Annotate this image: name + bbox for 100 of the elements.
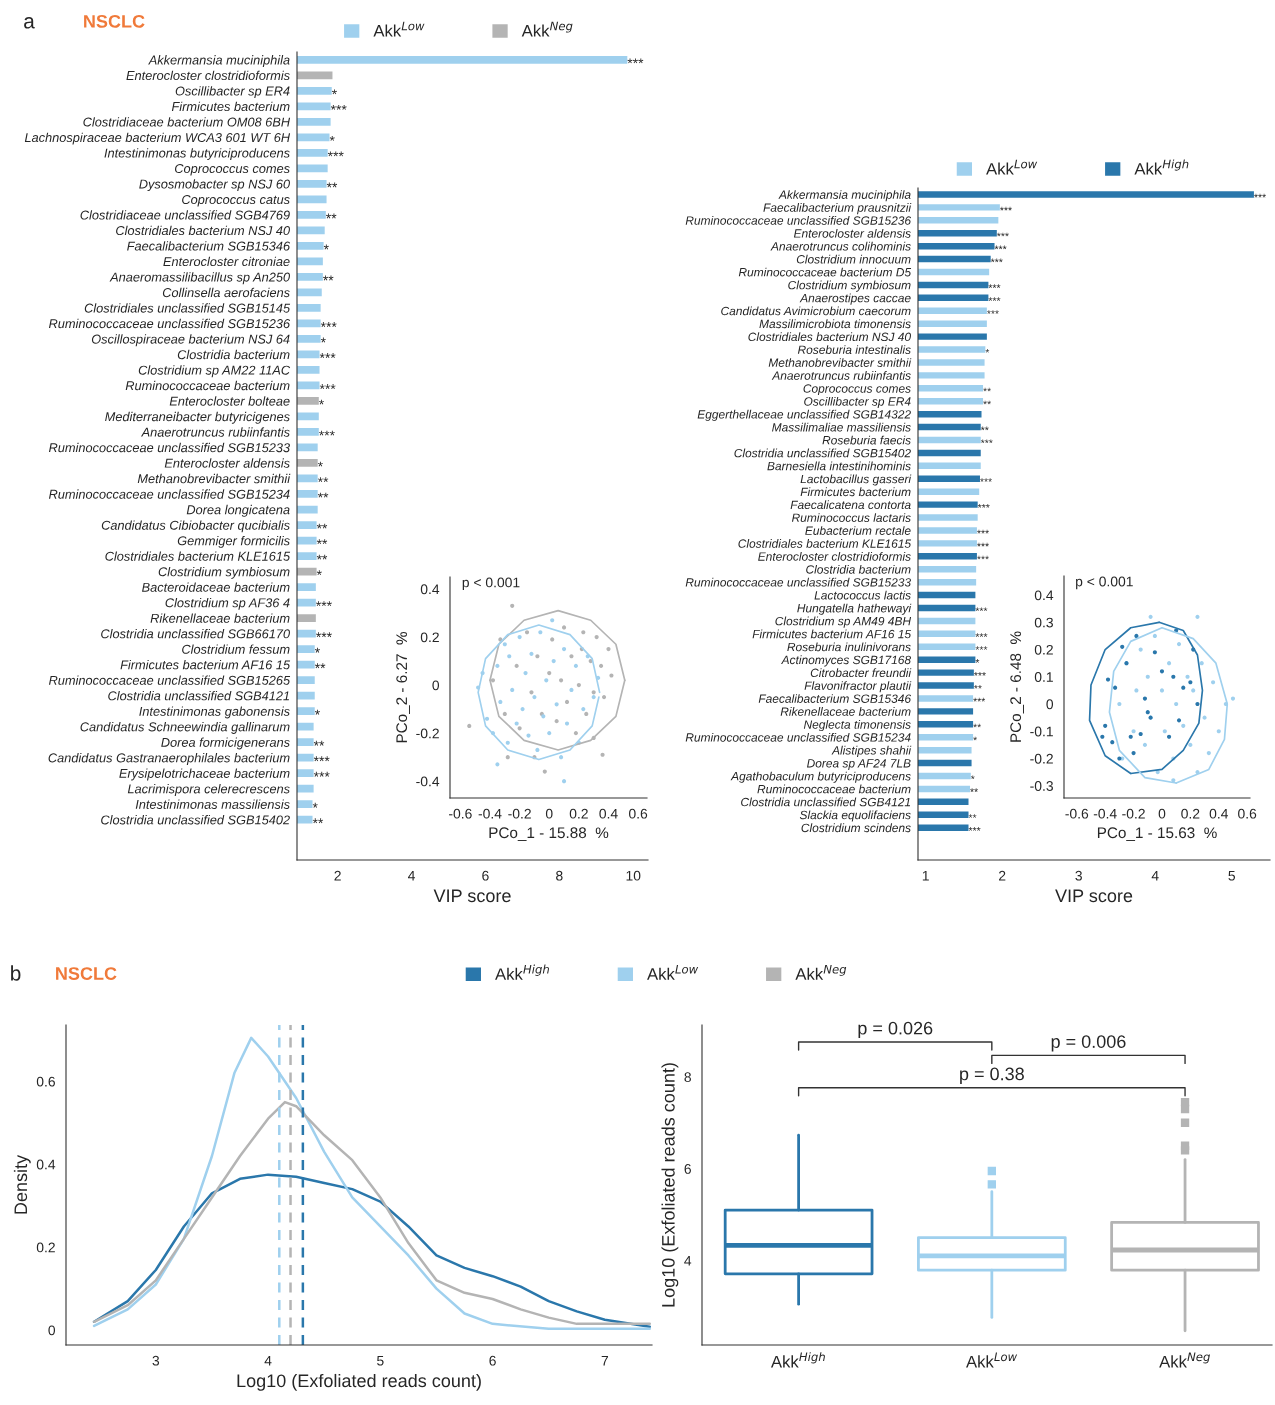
x-tick-label: 2 <box>334 870 341 881</box>
legend-label: Akk$^{High}$ <box>1134 159 1189 175</box>
data-label: *** <box>330 104 347 110</box>
data-label: ** <box>970 788 978 792</box>
x-tick-label: -0.2 <box>508 808 531 819</box>
y-tick-label: Clostridia unclassified SGB66170 <box>101 628 290 639</box>
x-tick-label: 0.6 <box>1238 808 1257 819</box>
y-tick-label: Anaeromassilibacillus sp An250 <box>109 272 290 285</box>
y-tick-label: Actinomyces SGB17168 <box>781 655 911 667</box>
y-tick-label: Clostridium fessum <box>182 644 290 654</box>
y-tick-label: Methanobrevibacter smithii <box>768 358 912 367</box>
y-tick-label: -0.2 <box>416 728 439 739</box>
data-label: *** <box>988 297 1001 301</box>
x-tick-label: 4 <box>1151 870 1159 881</box>
data-label: *** <box>974 672 986 676</box>
x-tick-label: 2 <box>999 870 1006 881</box>
x-tick-label: 6 <box>489 1355 496 1366</box>
y-tick-label: Massilimicrobiota timonensis <box>759 319 911 329</box>
y-tick-label: Coprococcus catus <box>182 195 290 207</box>
x-tick-label: 0 <box>545 808 553 819</box>
x-tick-label: 4 <box>407 870 415 881</box>
data-label: *** <box>975 633 988 637</box>
x-tick-label: Akk$^{High}$ <box>770 1352 825 1368</box>
y-tick-label: Collinsella aerofaciens <box>162 287 290 298</box>
y-tick-label: Eubacterium rectale <box>805 526 911 535</box>
y-tick-label: Anaerotruncus colihominis <box>770 241 911 251</box>
x-tick-label: -0.4 <box>478 808 502 819</box>
data-label: *** <box>987 310 999 314</box>
x-tick-label: 5 <box>1228 870 1236 881</box>
y-tick-label: Oscillibacter sp ER4 <box>175 86 290 99</box>
data-label: * <box>985 348 990 353</box>
data-label: * <box>973 736 977 741</box>
y-tick-label: Clostridia unclassified SGB15402 <box>734 448 911 458</box>
x-axis-title: Log10 (Exfoliated reads count) <box>237 1373 481 1391</box>
y-tick-label: Enterocloster clostridioformis <box>758 551 911 561</box>
y-tick-label: Gemmiger formicilis <box>177 535 290 548</box>
data-label: *** <box>994 245 1007 250</box>
y-tick-label: Agathobaculum butyriciproducens <box>730 771 911 783</box>
y-tick-label: Hungatella hathewayi <box>797 603 912 615</box>
data-label: * <box>323 244 329 250</box>
y-tick-label: Clostridiales bacterium NSJ 40 <box>116 225 290 236</box>
legend-label: Akk$^{Low}$ <box>986 159 1038 175</box>
y-tick-label: Firmicutes bacterium <box>171 101 290 112</box>
x-tick-label: 0 <box>1158 808 1166 819</box>
y-tick-label: Ruminococcaceae bacterium D5 <box>738 267 912 277</box>
y-tick-label: Intestinimonas gabonensis <box>139 706 290 719</box>
y-tick-label: -0.1 <box>1030 726 1053 737</box>
y-tick-label: Candidatus Gastranaerophilales bacterium <box>48 753 290 765</box>
y-tick-label: Ruminococcaceae bacterium <box>757 784 911 794</box>
y-tick-label: Massilimaliae massiliensis <box>772 422 911 432</box>
y-tick-label: Faecalibacterium prausnitzii <box>763 203 912 215</box>
data-label: ** <box>317 492 329 498</box>
x-tick-label: -0.2 <box>1122 808 1145 819</box>
y-tick-label: Candidatus Schneewindia gallinarum <box>80 722 290 734</box>
y-tick-label: Clostridium sp AM49 4BH <box>775 616 912 628</box>
y-tick-label: Enterocloster citroniae <box>163 256 290 267</box>
y-tick-label: Faecalibacterium SGB15346 <box>127 241 291 251</box>
y-tick-label: Ruminococcaceae unclassified SGB15236 <box>685 215 912 225</box>
data-label: *** <box>975 607 988 612</box>
data-label: *** <box>319 384 336 389</box>
y-tick-label: Lachnospiraceae bacterium WCA3 601 WT 6H <box>24 132 291 145</box>
data-label: * <box>319 399 324 405</box>
y-tick-label: Lacrimispora celerecrescens <box>127 784 290 796</box>
y-tick-label: 0.4 <box>1034 590 1054 601</box>
y-tick-label: Ruminococcaceae unclassified SGB15233 <box>685 577 911 587</box>
y-axis-title: PCo_2 - 6.48 % <box>1010 631 1024 742</box>
y-tick-label: Enterocloster bolteae <box>169 396 290 406</box>
y-tick-label: Intestinimonas massiliensis <box>135 799 290 809</box>
data-label: *** <box>327 151 344 157</box>
y-tick-label: Erysipelotrichaceae bacterium <box>119 768 290 781</box>
data-label: *** <box>977 529 989 534</box>
y-tick-label: Clostridium scindens <box>801 823 911 833</box>
y-tick-label: Methanobrevibacter smithii <box>137 473 291 484</box>
y-tick-label: Faecalibacterium SGB15346 <box>758 694 912 703</box>
data-label: ** <box>317 477 329 483</box>
x-tick-label: Akk$^{Neg}$ <box>1159 1352 1210 1368</box>
y-tick-label: Clostridia bacterium <box>806 564 911 574</box>
data-label: * <box>312 802 318 808</box>
y-tick-label: Clostridiaceae unclassified SGB4769 <box>80 210 290 220</box>
data-label: *** <box>975 646 988 650</box>
data-label: *** <box>977 555 989 560</box>
data-label: ** <box>316 523 328 529</box>
y-axis-title: Log10 (Exfoliated reads count) <box>661 1063 679 1307</box>
data-label: * <box>331 89 337 95</box>
data-label: *** <box>990 258 1003 263</box>
legend-label: Akk$^{Neg}$ <box>521 21 573 37</box>
x-tick-label: 1 <box>922 870 929 881</box>
x-axis-title: PCo_1 - 15.88 % <box>489 827 609 842</box>
data-label: *** <box>627 58 644 64</box>
y-tick-label: Coprococcus comes <box>175 164 290 176</box>
y-tick-label: 0 <box>1046 699 1054 710</box>
data-label: ** <box>312 818 324 824</box>
data-label: *** <box>319 430 335 436</box>
y-tick-label: Clostridiales unclassified SGB15145 <box>84 303 291 313</box>
data-label: * <box>970 775 975 780</box>
x-tick-label: 3 <box>152 1355 160 1366</box>
data-label: ** <box>316 554 328 560</box>
data-label: ** <box>313 740 325 746</box>
y-tick-label: -0.3 <box>1030 781 1053 791</box>
data-label: * <box>317 461 323 467</box>
